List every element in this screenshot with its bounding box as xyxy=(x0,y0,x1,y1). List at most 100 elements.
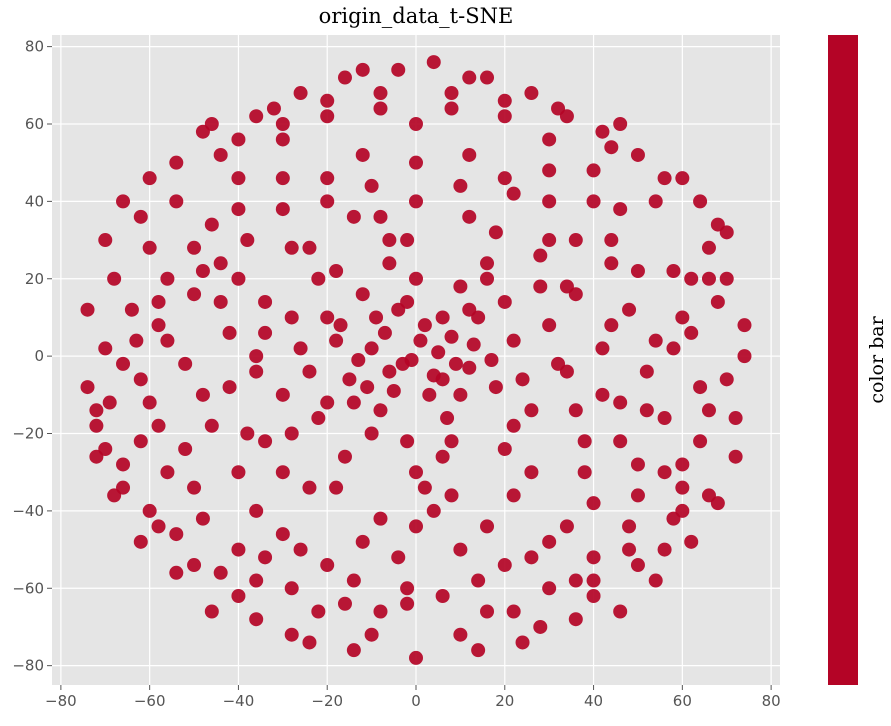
data-point-82 xyxy=(542,132,557,147)
data-point-161 xyxy=(515,372,530,387)
y-tick-label-3: 20 xyxy=(25,270,44,288)
data-point-153 xyxy=(466,337,481,352)
data-point-237 xyxy=(320,558,335,573)
data-point-288 xyxy=(524,465,539,480)
data-point-30 xyxy=(258,294,273,309)
data-point-78 xyxy=(666,264,681,279)
data-point-22 xyxy=(524,403,539,418)
data-point-236 xyxy=(275,527,290,542)
data-point-283 xyxy=(311,411,326,426)
data-point-264 xyxy=(213,565,228,580)
data-point-65 xyxy=(648,333,663,348)
data-point-291 xyxy=(373,209,388,224)
data-point-95 xyxy=(249,573,264,588)
data-point-84 xyxy=(675,480,690,495)
data-point-118 xyxy=(80,380,95,395)
data-point-144 xyxy=(559,364,574,379)
data-point-240 xyxy=(453,542,468,557)
data-point-188 xyxy=(675,503,690,518)
data-point-125 xyxy=(675,171,690,186)
data-point-162 xyxy=(364,426,379,441)
data-point-198 xyxy=(471,643,486,658)
y-tick-label-7: −60 xyxy=(12,579,44,597)
data-point-244 xyxy=(630,488,645,503)
data-point-8 xyxy=(342,372,357,387)
data-point-295 xyxy=(400,233,415,248)
data-point-112 xyxy=(719,372,734,387)
data-point-275 xyxy=(675,457,690,472)
data-point-292 xyxy=(444,488,459,503)
data-point-211 xyxy=(116,194,131,209)
data-point-147 xyxy=(377,325,392,340)
data-point-152 xyxy=(369,310,384,325)
data-point-274 xyxy=(657,542,672,557)
data-point-210 xyxy=(133,209,148,224)
data-point-281 xyxy=(346,395,361,410)
data-point-69 xyxy=(613,202,628,217)
data-point-33 xyxy=(249,364,264,379)
data-point-58 xyxy=(497,171,512,186)
data-point-271 xyxy=(542,581,557,596)
data-point-138 xyxy=(133,534,148,549)
data-point-111 xyxy=(98,341,113,356)
data-point-53 xyxy=(542,194,557,209)
data-point-191 xyxy=(204,604,219,619)
data-point-46 xyxy=(213,256,228,271)
data-point-14 xyxy=(488,380,503,395)
colorbar-label: color bar xyxy=(866,315,888,403)
data-point-299 xyxy=(409,465,423,480)
data-point-200 xyxy=(710,496,725,511)
data-point-154 xyxy=(351,353,366,367)
data-point-171 xyxy=(258,434,273,449)
data-point-102 xyxy=(701,240,716,255)
data-point-73 xyxy=(160,333,175,348)
data-point-218 xyxy=(595,124,610,139)
data-point-262 xyxy=(133,434,148,449)
data-point-246 xyxy=(639,403,654,418)
data-point-92 xyxy=(169,194,184,209)
data-point-285 xyxy=(329,264,344,279)
data-point-90 xyxy=(320,109,335,124)
data-point-106 xyxy=(506,604,521,619)
data-point-117 xyxy=(409,650,423,665)
x-axis-ticks: −80 −60 −40 −20 0 20 40 60 80 xyxy=(45,685,781,710)
data-point-17 xyxy=(320,395,335,410)
data-point-72 xyxy=(524,550,539,565)
data-point-189 xyxy=(169,565,184,580)
data-point-165 xyxy=(497,294,512,309)
data-point-126 xyxy=(89,418,104,433)
data-point-156 xyxy=(453,387,468,402)
data-point-105 xyxy=(311,604,326,619)
data-point-16 xyxy=(409,271,423,286)
data-point-124 xyxy=(142,171,157,186)
data-point-132 xyxy=(284,627,299,642)
data-point-77 xyxy=(151,418,166,433)
data-point-60 xyxy=(630,457,645,472)
y-tick-label-4: 0 xyxy=(34,347,44,365)
data-point-116 xyxy=(453,627,468,642)
data-point-87 xyxy=(409,116,423,131)
data-point-233 xyxy=(204,418,219,433)
data-point-55 xyxy=(195,387,210,402)
data-point-282 xyxy=(462,302,477,317)
data-point-1 xyxy=(431,345,446,360)
data-point-209 xyxy=(169,155,184,170)
data-point-183 xyxy=(129,333,144,348)
data-point-157 xyxy=(333,318,348,333)
data-point-151 xyxy=(435,310,450,325)
data-point-67 xyxy=(462,147,477,162)
data-point-71 xyxy=(293,542,308,557)
data-point-186 xyxy=(657,465,672,480)
data-point-149 xyxy=(360,380,375,395)
data-point-104 xyxy=(444,86,459,101)
data-point-289 xyxy=(275,465,290,480)
data-point-276 xyxy=(693,380,708,395)
data-point-32 xyxy=(382,233,397,248)
data-point-181 xyxy=(102,395,117,410)
data-point-5 xyxy=(417,318,432,333)
data-point-7 xyxy=(462,360,477,375)
data-point-35 xyxy=(284,240,299,255)
data-point-177 xyxy=(639,364,654,379)
data-point-80 xyxy=(471,573,486,588)
